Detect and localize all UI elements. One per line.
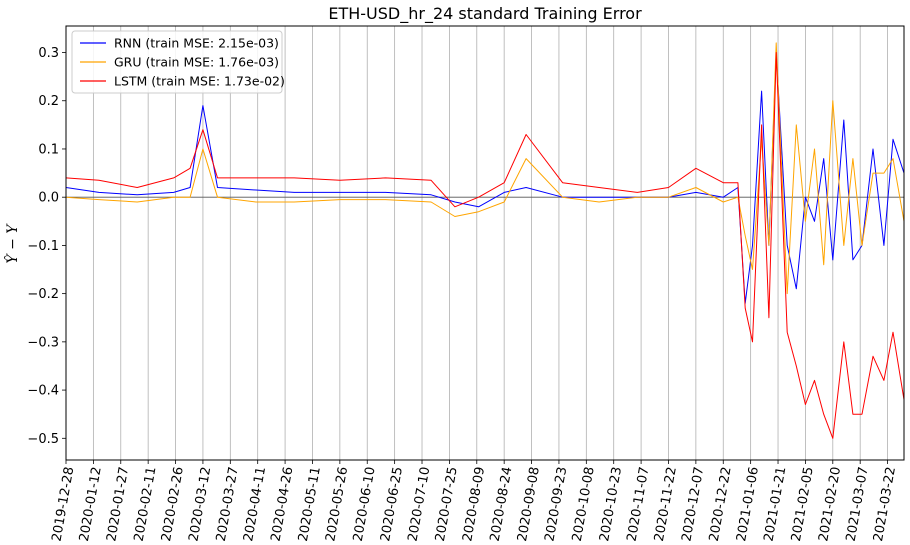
y-tick-label: −0.2 bbox=[27, 287, 59, 302]
y-tick-label: 0.2 bbox=[38, 94, 59, 109]
y-tick-label: −0.4 bbox=[27, 384, 59, 399]
legend-label: RNN (train MSE: 2.15e-03) bbox=[114, 36, 279, 51]
legend: RNN (train MSE: 2.15e-03) GRU (train MSE:… bbox=[71, 30, 285, 94]
chart-title: ETH-USD_hr_24 standard Training Error bbox=[328, 4, 642, 24]
plot-frame bbox=[65, 25, 905, 461]
y-tick-label: −0.5 bbox=[27, 432, 59, 447]
series-line-gru bbox=[65, 42, 905, 295]
y-tick-label: −0.1 bbox=[27, 239, 59, 254]
y-axis-label: Ŷ − Y bbox=[3, 223, 21, 264]
y-tick-label: 0.3 bbox=[38, 46, 59, 61]
y-tick-label: 0.0 bbox=[38, 191, 59, 206]
series-line-lstm bbox=[65, 52, 905, 439]
grid-layer bbox=[65, 26, 888, 460]
y-axis: 0.3 0.2 0.1 0.0 −0.1 −0.2 −0.3 −0.4 −0.5 bbox=[27, 46, 66, 447]
legend-label: LSTM (train MSE: 1.73e-02) bbox=[114, 74, 285, 89]
legend-label: GRU (train MSE: 1.76e-03) bbox=[114, 55, 279, 70]
series-line-rnn bbox=[65, 52, 905, 304]
legend-box bbox=[71, 30, 283, 94]
series-layer bbox=[65, 42, 905, 439]
y-tick-label: 0.1 bbox=[38, 142, 59, 157]
y-tick-label: −0.3 bbox=[27, 335, 59, 350]
